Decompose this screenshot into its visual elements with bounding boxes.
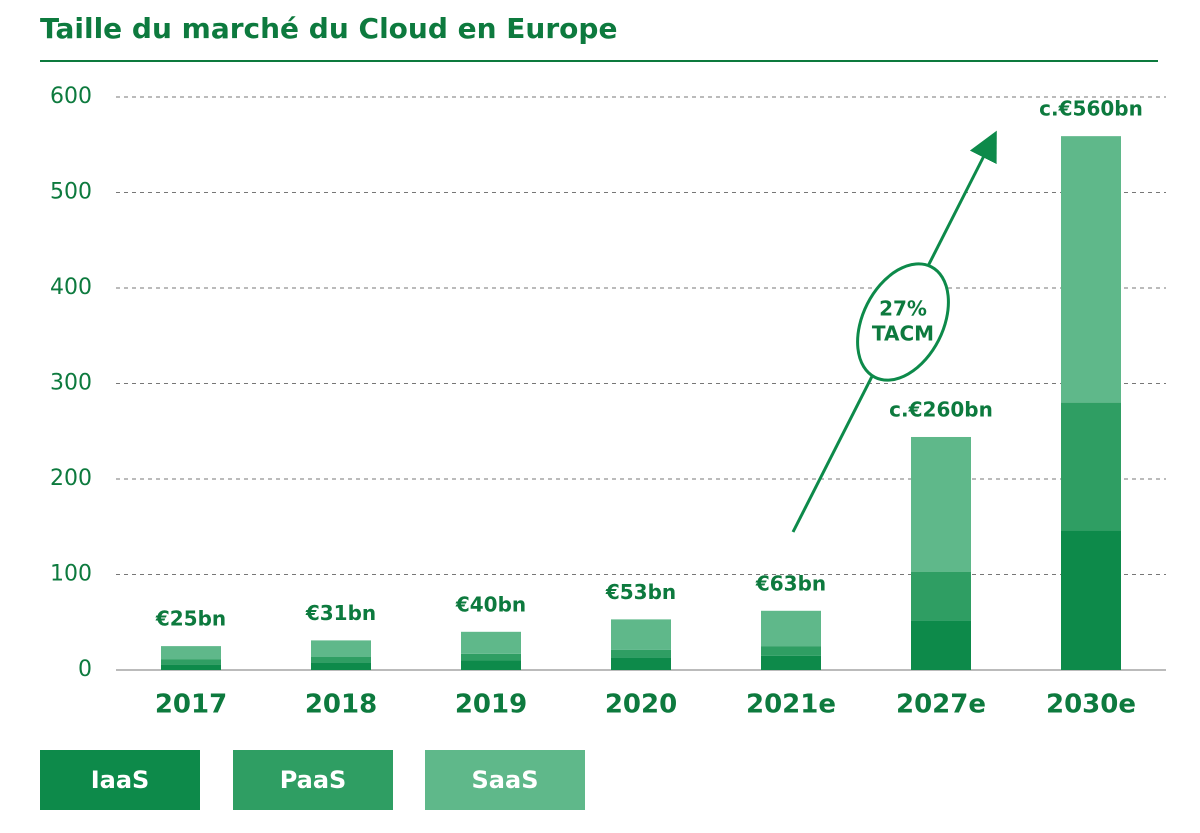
bar-segment [611,657,671,670]
bar-segment [161,659,221,665]
bar-segment [761,610,821,647]
badge-rate: 27% [879,297,927,321]
bar-segment [161,664,221,670]
bar-segment [1061,136,1121,403]
legend-swatch [40,750,200,810]
y-tick-label: 600 [50,84,92,109]
legend-label: PaaS [280,766,347,794]
bar-segment [611,619,671,650]
total-label: c.€560bn [1039,97,1143,121]
badge-ellipse [856,262,950,382]
x-tick-label: 2030e [1046,690,1136,720]
y-tick-label: 500 [50,180,92,205]
chart-title: Taille du marché du Cloud en Europe [40,12,617,45]
bar-segment [161,646,221,660]
total-label: €31bn [305,601,376,625]
x-tick-label: 2027e [896,690,986,720]
bar-segment [311,656,371,663]
bar-segment [761,646,821,656]
badge-label: TACM [872,322,934,346]
legend-label: IaaS [91,766,150,794]
total-label: €53bn [605,580,676,604]
bar-segment [1061,530,1121,670]
x-tick-label: 2021e [746,690,836,720]
bar-segment [461,631,521,654]
bar-segment [761,655,821,670]
y-tick-label: 100 [50,562,92,587]
legend-swatch [425,750,585,810]
x-tick-label: 2017 [155,690,227,720]
y-tick-label: 400 [50,275,92,300]
bar-segment [611,649,671,658]
bar-segment [311,662,371,670]
bar-segment [911,620,971,670]
total-label: €25bn [155,607,226,631]
bar-segment [911,571,971,621]
cagr-badge: 27% TACM [856,262,950,382]
bar-segment [461,653,521,661]
bar-segment [911,436,971,572]
x-tick-label: 2020 [605,690,677,720]
total-label: €40bn [455,592,526,616]
bar-segment [1061,402,1121,531]
bar-segment [461,660,521,670]
y-tick-label: 300 [50,371,92,396]
y-tick-label: 0 [78,657,92,682]
legend-swatch [233,750,393,810]
x-tick-label: 2018 [305,690,377,720]
y-tick-label: 200 [50,466,92,491]
bar-segment [311,640,371,657]
x-tick-label: 2019 [455,690,527,720]
total-label: €63bn [755,571,826,595]
total-label: c.€260bn [889,397,993,421]
legend-label: SaaS [472,766,539,794]
